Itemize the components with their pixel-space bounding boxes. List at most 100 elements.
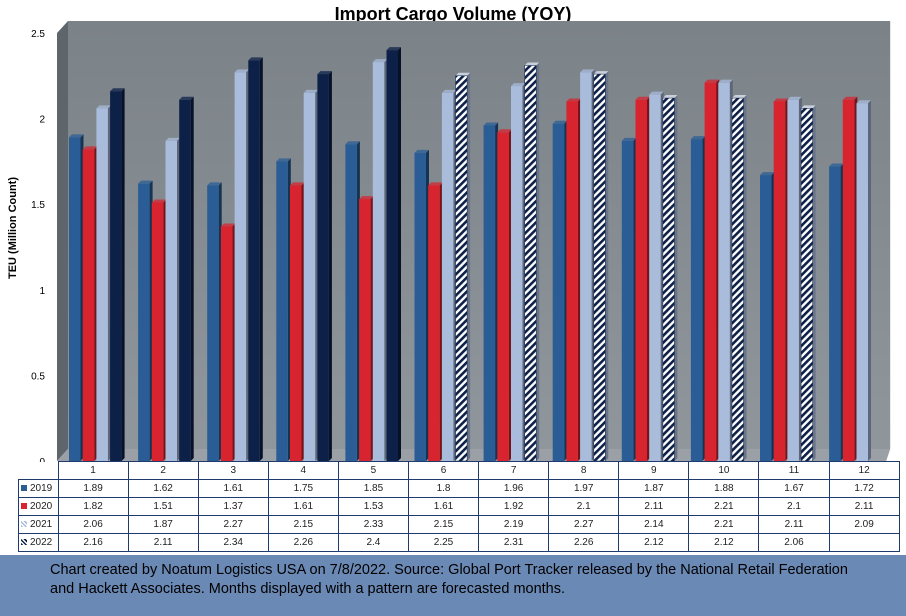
bar-2021-month-1 [96,105,111,461]
table-cell: 1.67 [758,479,830,498]
footer-note: Chart created by Noatum Logistics USA on… [0,555,906,616]
table-cell: 2.06 [57,515,129,534]
bar-2019-month-10 [690,136,706,462]
table-corner [18,461,59,480]
table-cell: 2.12 [618,533,690,552]
table-cell: 2.12 [688,533,760,552]
legend-entry: 2020 [18,497,59,516]
bar-2022-month-10 [731,95,747,462]
legend-swatch [21,521,27,528]
bar-2020-month-1 [82,146,98,461]
legend-label: 2020 [30,501,53,512]
bar-2020-month-5 [359,196,374,461]
bar-2021-month-4 [303,89,319,462]
table-cell: 2.16 [57,533,129,552]
bar-2019-month-5 [345,141,360,461]
back-wall [68,21,891,449]
bar-2021-month-5 [372,59,388,461]
bar-2020-month-6 [428,182,443,462]
bars [69,47,871,462]
bar-2020-month-10 [704,79,720,461]
table-cell: 2.33 [337,515,409,534]
bar-2022-month-9 [662,95,678,462]
chart-title: Import Cargo Volume (YOY) [334,4,572,24]
table-cell: 1.37 [197,497,269,516]
table-row: 2019 1.89 1.62 1.61 1.75 1.85 1.8 1.96 1.97 1.87 1… [18,479,900,498]
bar-2020-month-12 [842,96,858,461]
table-cell: 2.11 [618,497,690,516]
table-cell: 2.1 [758,497,830,516]
plot-background [57,21,891,461]
legend-swatch [21,503,27,510]
bar-2019-month-12 [829,163,844,461]
bar-2021-month-2 [165,137,180,461]
table-cell: 1.87 [127,515,199,534]
table-month-header: 12 [828,461,900,480]
table-cell: 1.87 [618,479,690,498]
bar-2020-month-4 [290,182,305,462]
table-row: 2021 2.06 1.87 2.27 2.15 2.33 2.15 2.19 2.27 2.14… [18,515,900,534]
table-cell: 1.82 [57,497,129,516]
table-cell: 2.14 [618,515,690,534]
bar-2021-month-3 [234,69,250,461]
table-cell: 1.88 [688,479,760,498]
bar-2022-month-7 [524,62,540,462]
bar-2019-month-9 [621,137,637,461]
table-cell: 1.61 [267,497,339,516]
table-cell: 2.15 [407,515,480,534]
table-cell: 2.09 [828,515,900,534]
table-cell: 2.26 [267,533,339,552]
table-month-header: 8 [548,461,620,480]
table-month-header: 4 [267,461,339,480]
footer-line-2: and Hackett Associates. Months displayed… [50,581,566,597]
bar-2021-month-10 [718,79,733,461]
table-cell [828,533,900,552]
bar-2019-month-4 [276,158,291,461]
table-cell: 2.27 [548,515,620,534]
table-row: 2020 1.82 1.51 1.37 1.61 1.53 1.61 1.92 2.1 2.11 2… [18,497,900,516]
table-cell: 1.92 [478,497,550,516]
table-cell: 1.61 [197,479,269,498]
bar-2021-month-9 [649,91,664,461]
y-tick-label: 2 [39,115,45,126]
table-cell: 1.8 [407,479,480,498]
legend-entry: 2019 [18,479,59,498]
table-cell: 2.21 [688,497,760,516]
bar-2022-month-1 [110,88,125,461]
y-tick-label: 1.5 [31,200,45,211]
table-cell: 2.31 [478,533,550,552]
table-month-header: 5 [337,461,409,480]
table-row: 2022 2.16 2.11 2.34 2.26 2.4 2.25 2.31 2.26 2.12 2… [18,533,900,552]
legend-label: 2021 [30,519,53,530]
bar-2019-month-2 [138,180,153,461]
table-month-header: 1 [57,461,129,480]
table-cell: 1.72 [828,479,900,498]
table-cell: 1.97 [548,479,620,498]
table-cell: 1.62 [127,479,199,498]
table-cell: 2.06 [758,533,830,552]
bar-2022-month-11 [800,105,816,462]
table-month-header: 2 [127,461,199,480]
bar-2019-month-1 [69,134,84,461]
bar-2021-month-7 [511,83,526,462]
table-cell: 1.53 [337,497,409,516]
bar-2022-month-4 [317,71,332,461]
table-month-header: 9 [618,461,690,480]
bar-2022-month-6 [455,72,471,462]
table-cell: 2.25 [407,533,480,552]
table-cell: 1.89 [57,479,129,498]
legend-swatch [21,539,27,546]
bar-2021-month-12 [856,100,871,461]
table-cell: 1.75 [267,479,339,498]
y-tick-label: 1 [39,286,45,297]
bar-2020-month-2 [151,199,167,461]
table-cell: 2.4 [337,533,409,552]
bar-2021-month-8 [580,69,595,461]
y-tick-label: 0.5 [31,371,45,382]
table-cell: 2.11 [758,515,830,534]
table-cell: 1.96 [478,479,550,498]
data-table: 1 2 3 4 5 6 7 8 9 10 11 12 2019 1.89 1.62 1.61 1.75 1.85 1… [18,461,900,552]
y-tick-label: 0 [39,457,45,462]
table-cell: 2.1 [548,497,620,516]
legend-swatch [21,485,27,492]
